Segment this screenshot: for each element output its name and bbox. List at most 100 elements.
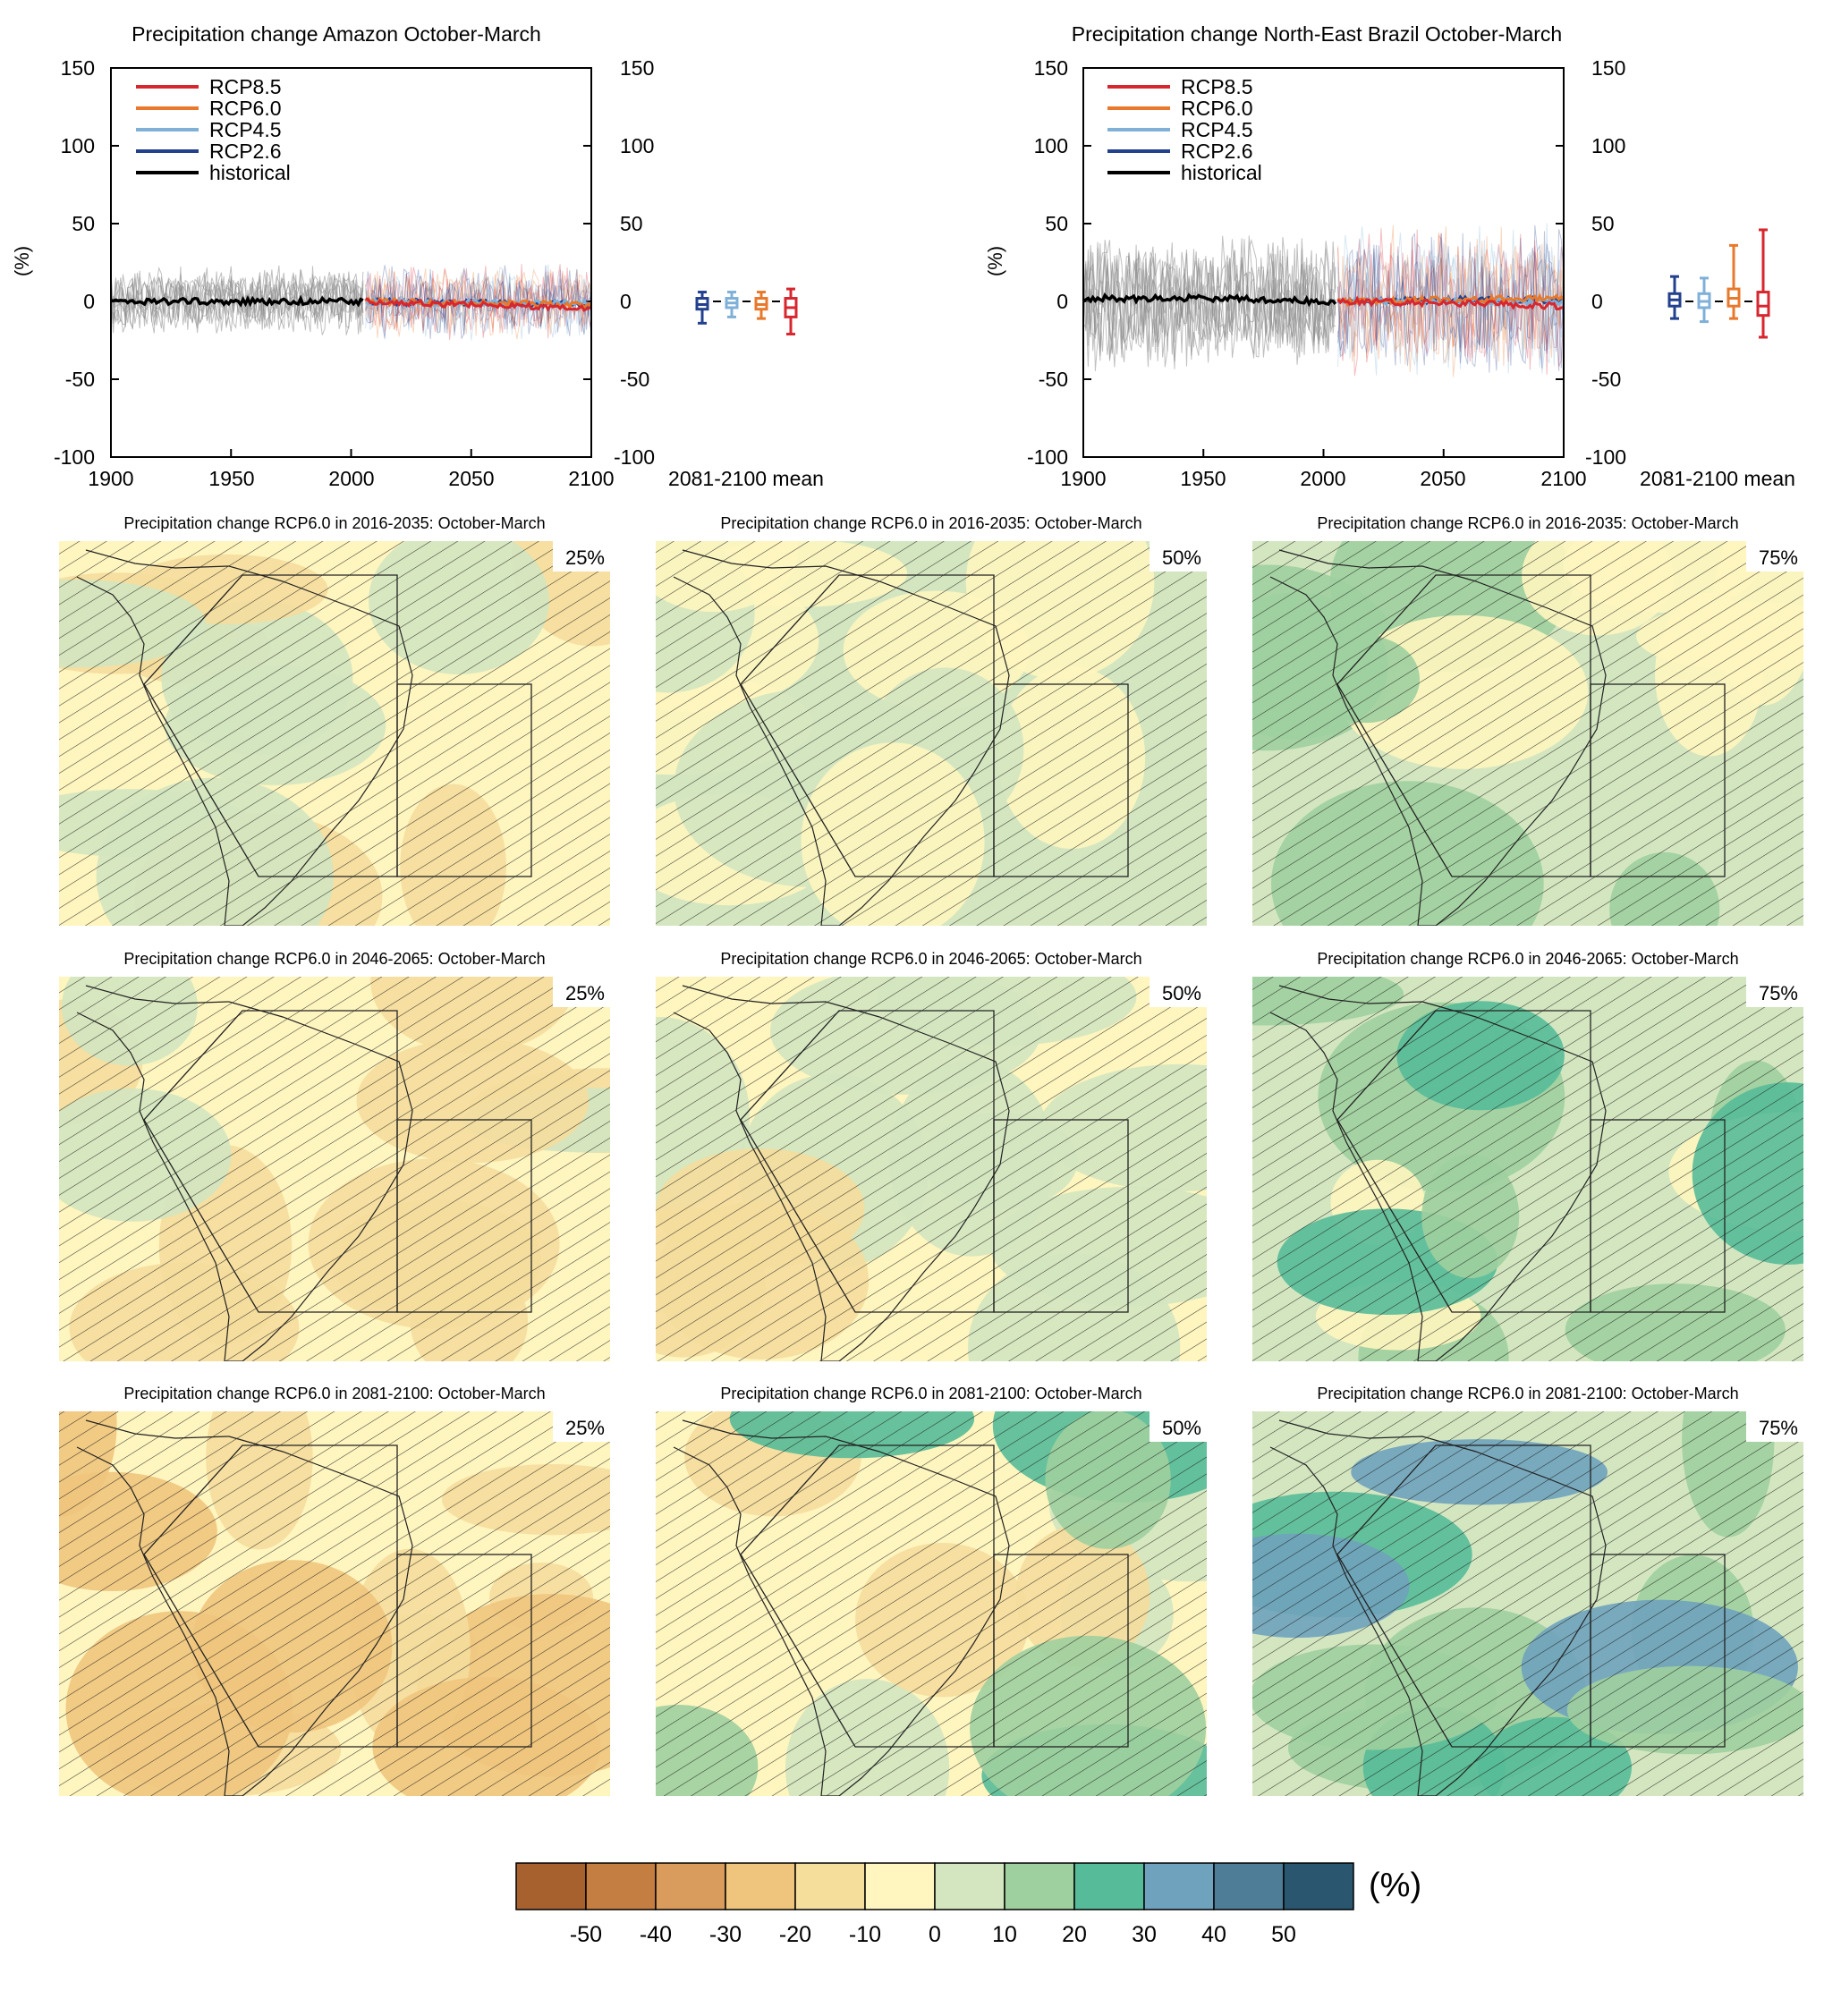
map-coastline [1269, 985, 1607, 1361]
map-hatching [656, 1411, 1207, 1796]
region-amazon-outline [143, 574, 398, 877]
ts-plot-area [110, 67, 593, 458]
map-field [1252, 1411, 1803, 1796]
legend-label: RCP4.5 [1181, 118, 1253, 141]
region-northeast-brazil-outline [396, 1554, 532, 1748]
boxplot-rcp85-box [1756, 291, 1770, 318]
legend-label: RCP4.5 [209, 118, 282, 141]
colorbar-tick-label: -50 [570, 1922, 602, 1947]
colorbar-unit: (%) [1369, 1867, 1421, 1904]
map-hatching [59, 977, 610, 1361]
colorbar-tick-label: -10 [849, 1922, 881, 1947]
region-northeast-brazil-outline [1590, 1554, 1726, 1748]
scenario-member-line [1337, 225, 1565, 376]
ts-ytick-label-right: 150 [1591, 56, 1625, 80]
ts-panel-amazon: Precipitation change Amazon October-Marc… [11, 22, 824, 490]
legend-label: RCP2.6 [1181, 140, 1253, 163]
historical-member-line [110, 273, 364, 330]
region-northeast-brazil-outline [993, 683, 1129, 877]
map-field [656, 1411, 1207, 1796]
colorbar-swatch [1004, 1862, 1075, 1910]
ts-plot-area [1082, 67, 1565, 458]
scenario-member-line [1337, 224, 1565, 371]
map-coastline [673, 1419, 1010, 1796]
colorbar-tick-label: 20 [1062, 1922, 1087, 1947]
ts-title: Precipitation change North-East Brazil O… [1072, 22, 1562, 46]
map-title: Precipitation change RCP6.0 in 2046-2065… [1317, 950, 1738, 968]
ts-ytick-labels-left: 150 100 50 0 -50 -100 [54, 56, 95, 469]
map-panel: Precipitation change RCP6.0 in 2081-2100… [59, 1385, 610, 1796]
percentile-tag-bg [1150, 977, 1207, 1007]
legend-label: RCP8.5 [209, 75, 282, 98]
mean-line-historical [1082, 292, 1337, 308]
map-panel: Precipitation change RCP6.0 in 2016-2035… [1252, 514, 1803, 926]
scenario-member-line [365, 264, 592, 339]
map-hatching [1252, 977, 1803, 1361]
scenario-member-line [1337, 229, 1565, 373]
mean-line-rcp85 [365, 297, 592, 312]
ts-ylabel: (%) [984, 246, 1006, 276]
map-hatching [1252, 541, 1803, 926]
map-field [59, 1411, 610, 1796]
ts-ytick-labels-left: 150 100 50 0 -50 -100 [1027, 56, 1068, 469]
percentile-label: 50% [1162, 1417, 1201, 1439]
map-field [656, 541, 1207, 926]
ts-ytick-label: -50 [1039, 368, 1068, 391]
ts-panel-northeast-brazil: Precipitation change North-East Brazil O… [984, 22, 1795, 490]
map-title: Precipitation change RCP6.0 in 2081-2100… [720, 1385, 1141, 1402]
percentile-label: 75% [1759, 546, 1798, 569]
ts-ytick-label-right: 50 [1591, 212, 1615, 235]
region-northeast-brazil-outline [396, 1119, 532, 1313]
map-field [656, 977, 1207, 1361]
colorbar-tick-label: -20 [779, 1922, 811, 1947]
colorbar-swatch [655, 1862, 726, 1910]
colorbar-swatch [1143, 1862, 1215, 1910]
ts-plot-frame [1082, 67, 1565, 458]
ts-ytick-label: 50 [1045, 212, 1068, 235]
colorbar-tick-label: 0 [929, 1922, 941, 1947]
ts-boxplots [1667, 228, 1770, 339]
ts-ytick-labels-right: 150 100 50 0 -50 -100 [1585, 56, 1626, 469]
ts-ylabel: (%) [11, 246, 33, 276]
percentile-tag-bg [1150, 1411, 1207, 1442]
map-panel: Precipitation change RCP6.0 in 2046-2065… [59, 950, 610, 1361]
ts-xtick-label: 2050 [448, 467, 494, 490]
map-panel: Precipitation change RCP6.0 in 2046-2065… [656, 950, 1207, 1361]
region-northeast-brazil-outline [993, 1119, 1129, 1313]
map-coastline [76, 549, 413, 926]
colorbar-swatch [934, 1862, 1005, 1910]
ts-xtick-label: 1900 [88, 467, 133, 490]
region-amazon-outline [740, 1444, 995, 1748]
map-title: Precipitation change RCP6.0 in 2081-2100… [123, 1385, 545, 1402]
legend-label: RCP8.5 [1181, 75, 1253, 98]
ts-plot-frame [110, 67, 592, 458]
ts-ytick-labels-right: 150 100 50 0 -50 -100 [614, 56, 655, 469]
ts-ytick-label-right: -100 [614, 445, 655, 469]
map-title: Precipitation change RCP6.0 in 2046-2065… [720, 950, 1141, 968]
percentile-tag-bg [553, 541, 610, 572]
percentile-label: 25% [565, 546, 605, 569]
region-northeast-brazil-outline [1590, 1119, 1726, 1313]
region-amazon-outline [1336, 1444, 1591, 1748]
map-panel: Precipitation change RCP6.0 in 2016-2035… [656, 514, 1207, 926]
ts-ytick-label: 50 [72, 212, 95, 235]
ts-xtick-label: 2050 [1420, 467, 1465, 490]
ts-ytick-label: 150 [61, 56, 95, 80]
legend-label: historical [1181, 161, 1262, 184]
percentile-tag-bg [1746, 1411, 1803, 1442]
map-hatching [59, 1411, 610, 1796]
map-panel: Precipitation change RCP6.0 in 2046-2065… [1252, 950, 1803, 1361]
ts-xtick-label: 1900 [1060, 467, 1106, 490]
colorbar-swatch [1283, 1862, 1354, 1910]
map-hatching [1252, 1411, 1803, 1796]
region-amazon-outline [143, 1444, 398, 1748]
map-field [59, 541, 610, 926]
legend-label: RCP6.0 [209, 97, 282, 120]
ts-ytick-label: -100 [54, 445, 95, 469]
map-title: Precipitation change RCP6.0 in 2081-2100… [1317, 1385, 1738, 1402]
region-amazon-outline [740, 1010, 995, 1313]
scenario-member-line [1337, 238, 1565, 368]
ts-xtick-label: 2100 [1540, 467, 1586, 490]
ts-ytick-label-right: 100 [1591, 134, 1625, 157]
